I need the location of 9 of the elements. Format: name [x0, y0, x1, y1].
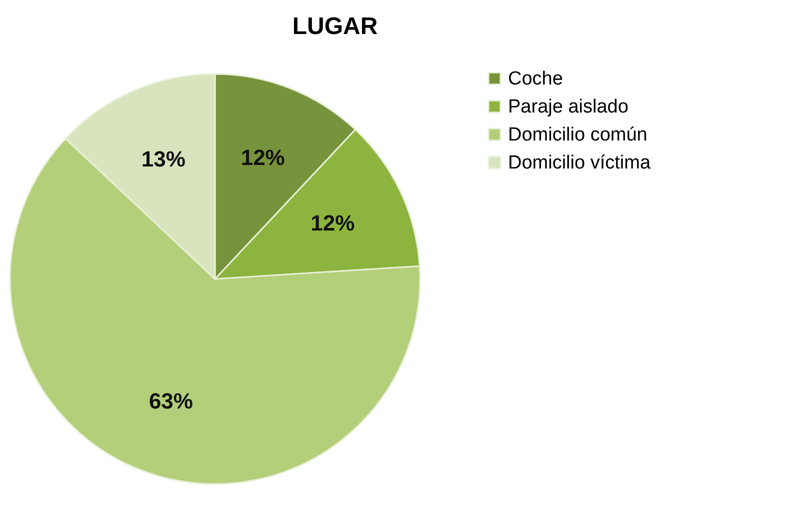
legend-label: Domicilio víctima [508, 152, 651, 174]
data-label: 12% [240, 145, 285, 170]
legend-label: Paraje aislado [508, 96, 628, 118]
legend-label: Coche [508, 68, 563, 90]
data-label: 12% [310, 210, 355, 236]
data-label: 63% [148, 388, 193, 414]
legend-label: Domicilio común [508, 124, 648, 146]
chart-title: LUGAR [292, 13, 378, 40]
data-label: 13% [141, 146, 186, 172]
